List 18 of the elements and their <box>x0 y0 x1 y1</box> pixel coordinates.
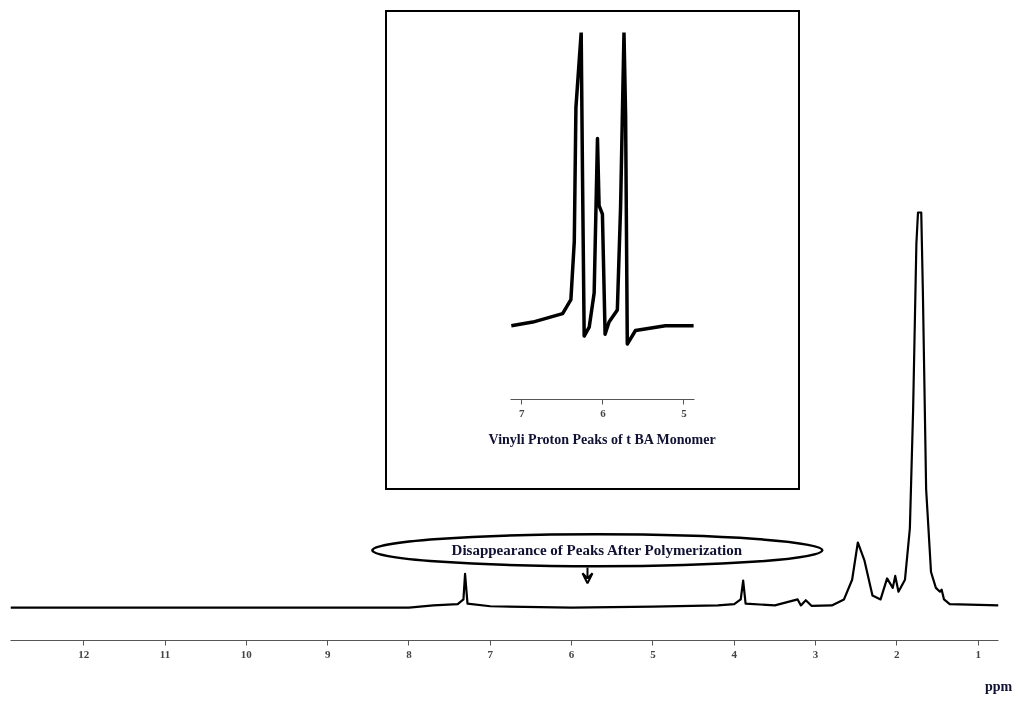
x-tick-label: 1 <box>975 647 981 660</box>
x-tick-label: 9 <box>324 647 331 660</box>
x-tick-label: 7 <box>519 406 526 419</box>
x-tick-label: 3 <box>812 647 819 660</box>
x-tick-label: 6 <box>600 406 607 419</box>
x-tick-label: 6 <box>568 647 575 660</box>
x-tick-label: 7 <box>487 647 494 660</box>
x-axis-title: ppm <box>984 678 1013 694</box>
x-tick-label: 2 <box>894 647 901 660</box>
x-tick-label: 5 <box>681 406 688 419</box>
x-tick-label: 10 <box>240 647 253 660</box>
x-tick-label: 5 <box>650 647 657 660</box>
x-tick-label: 8 <box>406 647 413 660</box>
x-tick-label: 12 <box>78 647 90 660</box>
x-tick-label: 11 <box>159 647 171 660</box>
annotation: Disappearance of Peaks After Polymerization <box>451 542 743 559</box>
x-tick-label: 4 <box>731 647 738 660</box>
x-axis-title: Vinyli Proton Peaks of t BA Monomer <box>488 431 716 447</box>
